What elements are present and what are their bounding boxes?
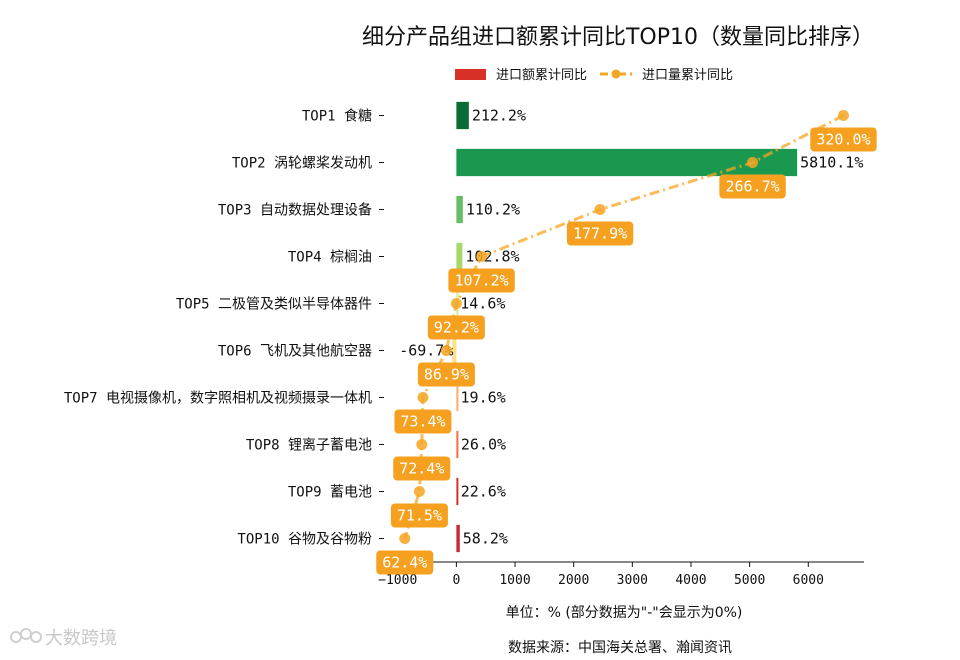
legend-bar-swatch	[455, 69, 486, 80]
line-point	[476, 251, 488, 262]
legend: 进口额累计同比 进口量累计同比	[455, 68, 733, 83]
category-label: TOP10 谷物及谷物粉	[237, 532, 372, 548]
bar-value-label: 19.6%	[461, 389, 506, 407]
line-value-label: 62.4%	[376, 550, 434, 575]
category-label: TOP6 飞机及其他航空器	[218, 344, 372, 360]
line-value-label: 177.9%	[566, 221, 634, 246]
bar	[456, 195, 463, 224]
chart-title: 细分产品组进口额累计同比TOP10（数量同比排序）	[362, 25, 874, 50]
watermark-text: 大数跨境	[45, 628, 117, 649]
x-tick-label: 3000	[617, 573, 648, 588]
unit-note: 单位：% (部分数据为"-"会显示为0%)	[506, 605, 743, 621]
bar-value-label: 22.6%	[461, 483, 506, 501]
svg-text:86.9%: 86.9%	[424, 366, 469, 384]
bar	[456, 477, 459, 506]
source-note: 数据来源：中国海关总署、瀚闻资讯	[508, 640, 732, 656]
bar-value-label: 110.2%	[466, 201, 520, 219]
legend-line-label: 进口量累计同比	[642, 68, 733, 83]
x-tick-label: 1000	[499, 573, 530, 588]
line-point	[594, 204, 606, 215]
bar	[456, 242, 463, 271]
bar-value-label: 5810.1%	[800, 154, 863, 172]
legend-line-marker	[611, 69, 621, 79]
line-point	[747, 157, 759, 168]
x-tick-label: 0	[452, 573, 460, 588]
line-point	[837, 110, 849, 121]
category-label: TOP7 电视摄像机，数字照相机及视频摄录一体机	[64, 391, 372, 407]
line-value-label: 73.4%	[394, 409, 452, 434]
bar-value-label: 212.2%	[472, 107, 526, 125]
line-point	[413, 486, 425, 497]
category-label: TOP2 涡轮螺桨发动机	[232, 155, 372, 172]
line-value-label: 71.5%	[390, 503, 448, 528]
line-value-label: 266.7%	[719, 174, 786, 199]
bar	[456, 430, 459, 459]
category-label: TOP3 自动数据处理设备	[218, 202, 372, 219]
bar-value-label: 58.2%	[463, 530, 508, 548]
bar-value-label: 14.6%	[460, 295, 505, 313]
svg-text:92.2%: 92.2%	[434, 319, 479, 337]
category-label: TOP5 二极管及类似半导体器件	[176, 297, 372, 313]
x-tick-label: 4000	[675, 573, 706, 588]
y-axis: TOP1 食糖 TOP2 涡轮螺桨发动机 TOP3 自动数据处理设备 TOP4 棕榈油…	[64, 108, 384, 548]
x-tick-label: 6000	[793, 573, 824, 588]
line-point	[440, 345, 452, 356]
svg-text:71.5%: 71.5%	[397, 507, 442, 525]
x-tick-label: −1000	[378, 573, 417, 588]
bar	[452, 336, 457, 365]
bar-series	[452, 101, 798, 553]
bar	[456, 524, 460, 553]
bar-value-label: -69.7%	[399, 342, 453, 360]
category-label: TOP9 蓄电池	[288, 485, 372, 501]
svg-text:320.0%: 320.0%	[816, 131, 870, 149]
svg-text:266.7%: 266.7%	[725, 178, 779, 196]
line-value-labels: 320.0% 266.7% 177.9% 107.2% 92.2% 86.9% 73.4% 7…	[376, 127, 877, 575]
bar	[456, 383, 459, 412]
bar-value-label: 102.8%	[465, 248, 519, 266]
svg-text:73.4%: 73.4%	[400, 413, 445, 431]
line-point	[417, 392, 429, 403]
svg-text:62.4%: 62.4%	[382, 554, 427, 572]
watermark: 大数跨境	[10, 628, 117, 649]
x-tick-label: 2000	[558, 573, 589, 588]
x-tick-label: 5000	[734, 573, 765, 588]
svg-text:72.4%: 72.4%	[399, 460, 444, 478]
line-value-label: 72.4%	[393, 456, 451, 481]
category-label: TOP1 食糖	[302, 108, 372, 125]
line-point	[416, 439, 428, 450]
line-point	[399, 533, 411, 544]
x-axis: −1000 0 1000 2000 3000 4000 5000 6000	[378, 561, 864, 588]
watermark-logo-icon	[10, 631, 22, 643]
line-value-label: 92.2%	[427, 315, 485, 340]
svg-text:107.2%: 107.2%	[455, 272, 509, 290]
legend-bar-label: 进口额累计同比	[496, 68, 587, 83]
category-label: TOP4 棕榈油	[288, 250, 372, 266]
bar-value-label: 26.0%	[461, 436, 506, 454]
line-value-label: 320.0%	[810, 127, 877, 152]
line-value-label: 86.9%	[417, 362, 475, 387]
line-value-label: 107.2%	[448, 268, 515, 293]
svg-text:177.9%: 177.9%	[573, 225, 627, 243]
line-point	[450, 298, 462, 309]
bar	[456, 148, 798, 177]
category-label: TOP8 锂离子蓄电池	[246, 437, 372, 454]
bar	[456, 101, 469, 130]
